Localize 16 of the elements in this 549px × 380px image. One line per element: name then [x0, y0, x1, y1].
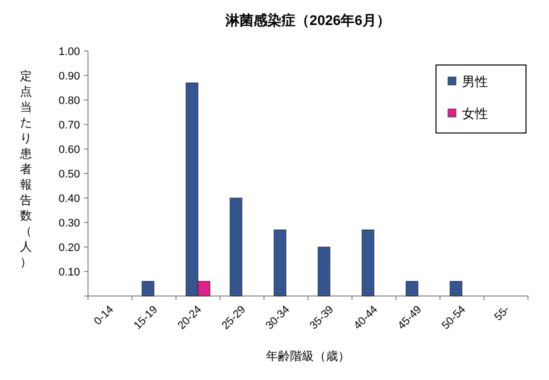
y-tick-label: 0.20: [58, 242, 80, 254]
x-tick-label: 55-: [492, 303, 512, 324]
y-tick-label: 0.30: [58, 218, 80, 230]
legend-label: 男性: [462, 74, 488, 89]
legend-label: 女性: [462, 106, 488, 121]
y-tick-label: 0.10: [58, 266, 80, 278]
chart-title: 淋菌感染症（2026年6月）: [224, 12, 390, 28]
y-tick-label: 1.00: [58, 46, 80, 58]
y-tick-label: 0.70: [58, 120, 80, 132]
text: 定点当たり患者報告数（人）: [20, 69, 32, 269]
y-tick-label: 0.50: [58, 168, 80, 180]
y-tick-label: 0.80: [58, 95, 80, 107]
y-tick-label: 0.90: [58, 70, 80, 82]
y-tick-label: 0.60: [58, 144, 80, 156]
y-tick-label: 0.40: [58, 193, 80, 205]
x-axis-title: 年齢階級（歳）: [266, 349, 350, 363]
